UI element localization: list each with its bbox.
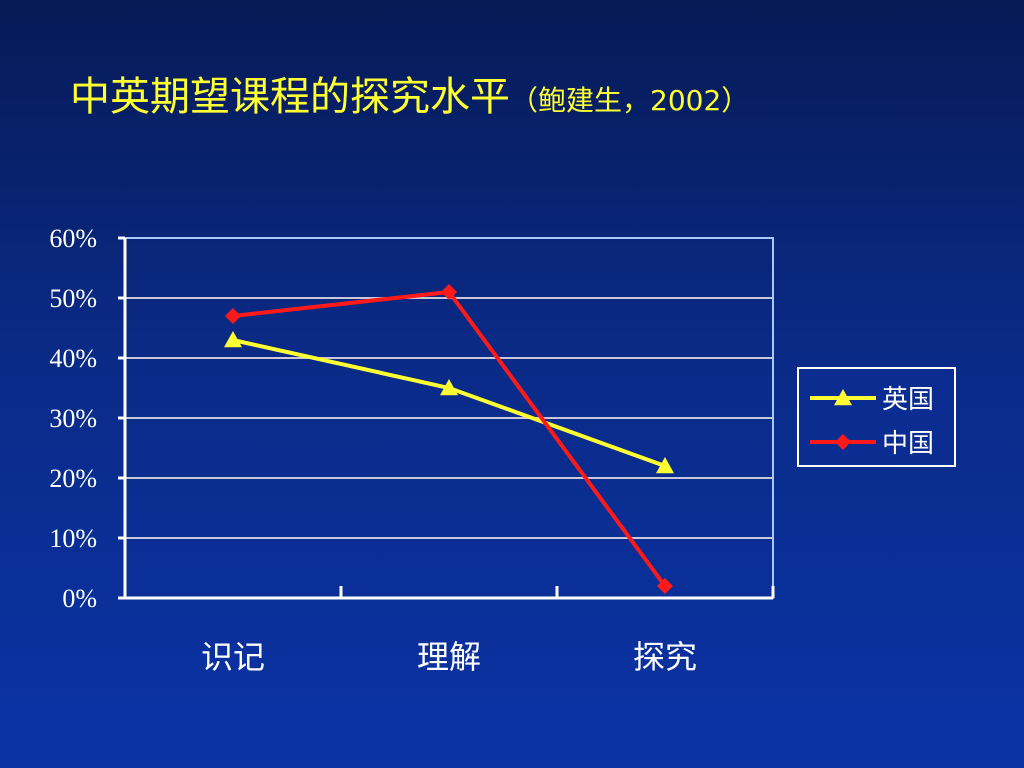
series [224,284,674,594]
y-tick-label: 60% [49,224,97,253]
y-tick-label: 20% [49,464,97,493]
grid-lines [125,297,773,539]
data-point [441,284,457,300]
series-1 [225,284,673,594]
y-tick-label: 40% [49,344,97,373]
x-tick-label: 理解 [417,638,481,676]
y-tick-label: 10% [49,524,97,553]
x-axis-tick-labels: 识记 理解 探究 [201,638,697,676]
legend-item: 中国 [810,429,934,459]
chart-title-main: 中英期望课程的探究水平 [70,74,510,120]
series-line [232,289,667,588]
series-0 [224,331,674,474]
chart-title: 中英期望课程的探究水平（鲍建生，2002） [70,64,749,122]
x-tick-label: 识记 [201,638,265,676]
chart-title-sub: （鲍建生，2002） [510,84,750,117]
legend-marker [834,389,852,406]
y-tick-label: 50% [49,284,97,313]
legend-box [797,367,956,467]
axes [118,236,775,600]
data-point [224,331,242,348]
data-point [656,457,674,474]
legend-label: 中国 [882,429,934,459]
data-point [657,578,673,594]
y-axis-tick-labels: 0% 10% 20% 30% 40% 50% 60% [49,224,97,613]
y-tick-label: 30% [49,404,97,433]
data-point [225,308,241,324]
data-point [440,379,458,396]
legend-marker [835,434,851,450]
y-tick-label: 0% [62,584,97,613]
legend-item: 英国 [810,385,934,415]
x-tick-label: 探究 [633,638,697,676]
legend-label: 英国 [882,385,934,415]
